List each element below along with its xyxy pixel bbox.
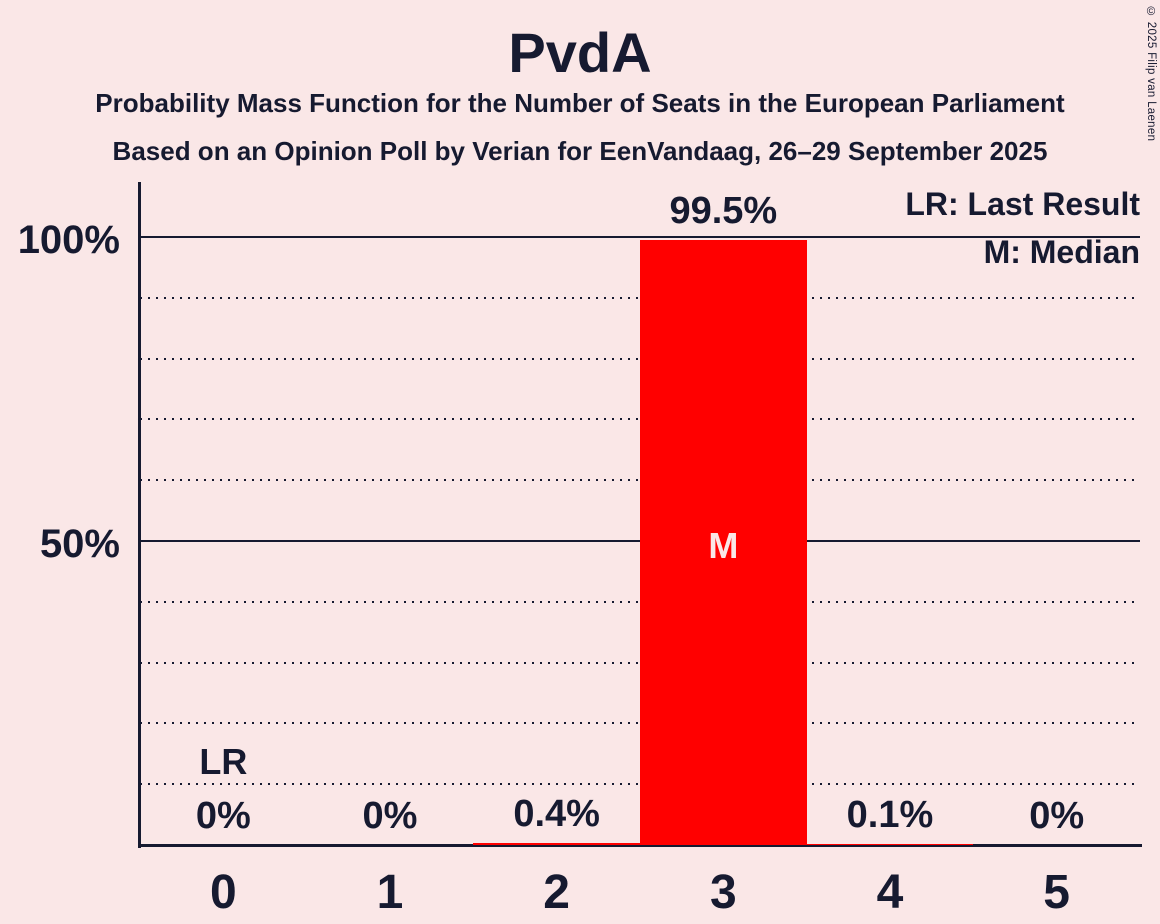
median-marker: M bbox=[708, 525, 739, 566]
chart-title: PvdA bbox=[508, 21, 652, 84]
value-label-seat-0: 0% bbox=[195, 795, 251, 837]
y-tick-label-50: 50% bbox=[39, 521, 120, 566]
bar-seat-2 bbox=[473, 842, 640, 845]
legend-last-result: LR: Last Result bbox=[905, 186, 1140, 222]
chart-subtitle: Probability Mass Function for the Number… bbox=[95, 88, 1065, 118]
value-label-seat-1: 0% bbox=[362, 795, 418, 837]
x-tick-label-seat-3: 3 bbox=[709, 866, 737, 919]
x-tick-label-seat-5: 5 bbox=[1043, 866, 1070, 919]
legend-median: M: Median bbox=[983, 234, 1140, 270]
y-tick-label-100: 100% bbox=[17, 217, 120, 262]
last-result-marker: LR bbox=[199, 741, 248, 782]
bar-seat-4 bbox=[806, 844, 974, 845]
x-tick-label-seat-0: 0 bbox=[209, 866, 237, 919]
value-label-seat-5: 0% bbox=[1029, 795, 1085, 837]
bar-seat-3 bbox=[640, 240, 807, 845]
x-tick-label-seat-1: 1 bbox=[376, 866, 404, 919]
chart-subtitle-source: Based on an Opinion Poll by Verian for E… bbox=[112, 136, 1048, 166]
x-tick-label-seat-2: 2 bbox=[543, 866, 570, 919]
y-axis-line bbox=[138, 182, 141, 848]
x-axis-line bbox=[138, 844, 1142, 847]
x-tick-label-seat-4: 4 bbox=[876, 866, 904, 919]
value-label-seat-3: 99.5% bbox=[669, 190, 778, 233]
copyright-notice: © 2025 Filip van Laenen bbox=[1145, 6, 1157, 142]
gridline-solid-100 bbox=[140, 236, 1140, 238]
value-label-seat-4: 0.1% bbox=[846, 794, 934, 837]
value-label-seat-2: 0.4% bbox=[513, 792, 600, 835]
